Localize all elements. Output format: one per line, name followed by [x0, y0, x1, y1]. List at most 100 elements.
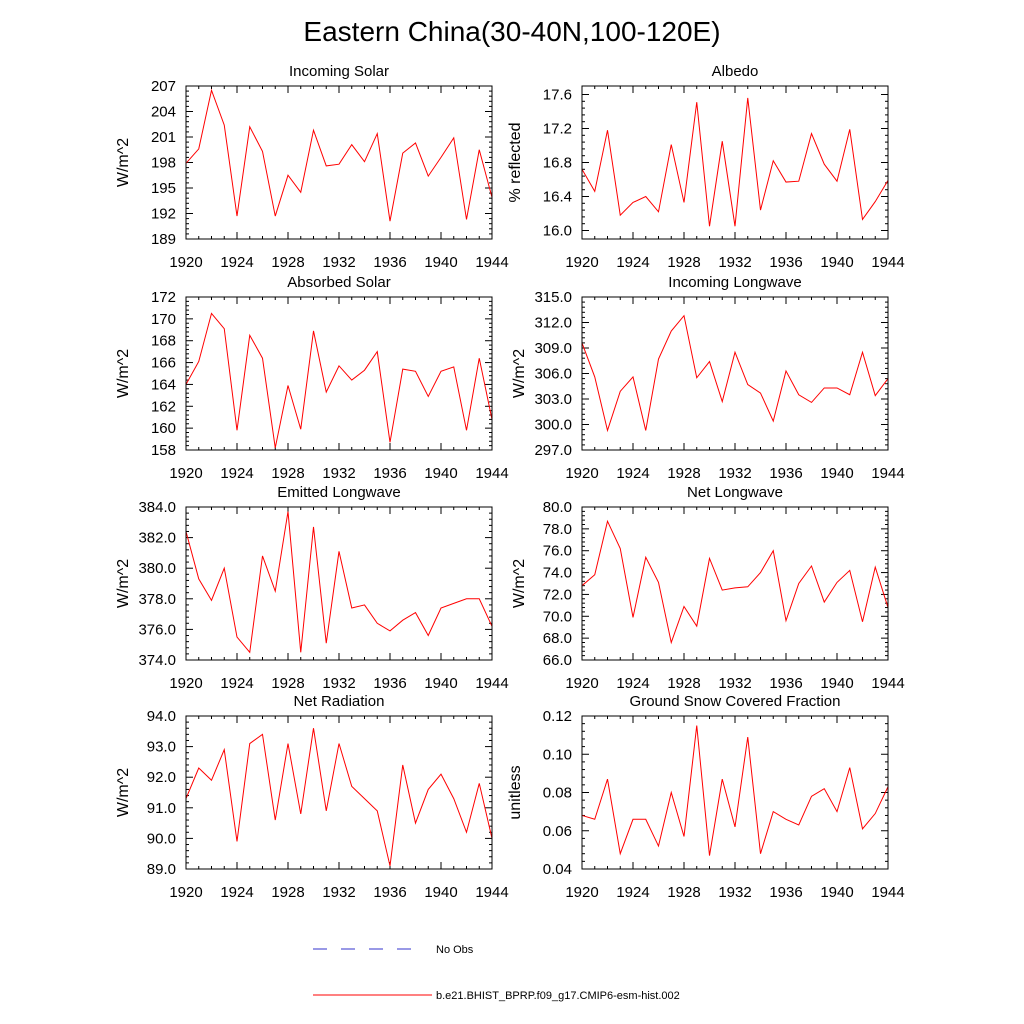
x-tick-label: 1940: [424, 465, 457, 482]
x-tick-label: 1940: [820, 884, 853, 901]
data-series-line: [581, 97, 889, 227]
x-tick-label: 1944: [871, 254, 904, 271]
x-tick-label: 1936: [373, 254, 406, 271]
x-tick-label: 1928: [271, 254, 304, 271]
x-tick-label: 1920: [169, 254, 202, 271]
plot-frame: [581, 85, 889, 240]
y-tick-label: 94.0: [147, 708, 176, 725]
panel-title: Incoming Longwave: [668, 274, 801, 291]
data-series-line: [185, 312, 493, 448]
y-tick-label: 0.06: [543, 823, 572, 840]
y-tick-label: 384.0: [138, 499, 176, 516]
data-series-line: [185, 511, 493, 654]
y-tick-label: 17.6: [543, 87, 572, 104]
y-tick-label: 76.0: [543, 543, 572, 560]
y-tick-label: 0.10: [543, 746, 572, 763]
x-tick-label: 1936: [769, 465, 802, 482]
y-tick-label: 168: [151, 333, 176, 350]
panel-title: Absorbed Solar: [287, 274, 390, 291]
x-tick-label: 1944: [475, 884, 508, 901]
x-tick-label: 1928: [271, 675, 304, 692]
legend: No Obs b.e21.BHIST_BPRP.f09_g17.CMIP6-es…: [313, 944, 680, 1002]
panel-title: Emitted Longwave: [277, 484, 400, 501]
y-tick-label: 204: [151, 104, 176, 121]
x-tick-label: 1944: [475, 675, 508, 692]
y-tick-label: 66.0: [543, 652, 572, 669]
x-tick-label: 1920: [565, 254, 598, 271]
y-tick-label: 164: [151, 376, 176, 393]
y-tick-label: 160: [151, 420, 176, 437]
y-tick-label: 16.0: [543, 223, 572, 240]
chart-panel-8: Ground Snow Covered Fraction unitless 1920…: [507, 693, 905, 901]
x-tick-label: 1920: [565, 465, 598, 482]
panels: Incoming Solar W/m^2 1920 1924 1928 1932 1936 1…: [115, 63, 905, 901]
x-tick-label: 1920: [565, 675, 598, 692]
plot-frame: [185, 506, 493, 661]
data-series-line: [185, 88, 493, 222]
plot-frame: [581, 506, 889, 661]
x-tick-label: 1928: [667, 884, 700, 901]
y-tick-label: 78.0: [543, 521, 572, 538]
data-series-line: [581, 725, 889, 856]
x-tick-label: 1928: [271, 465, 304, 482]
y-tick-label: 207: [151, 78, 176, 95]
x-tick-label: 1924: [616, 465, 649, 482]
x-tick-label: 1936: [769, 884, 802, 901]
x-tick-label: 1936: [373, 884, 406, 901]
data-series-line: [185, 728, 493, 867]
chart-panel-5: Emitted Longwave W/m^2 1920 1924 1928 1932 193…: [115, 484, 509, 692]
y-tick-label: 16.8: [543, 155, 572, 172]
y-axis-label: W/m^2: [115, 768, 132, 817]
y-tick-label: 72.0: [543, 586, 572, 603]
y-tick-label: 189: [151, 231, 176, 248]
x-tick-label: 1944: [475, 465, 508, 482]
plot-frame: [185, 296, 493, 451]
y-tick-label: 68.0: [543, 630, 572, 647]
panel-title: Net Longwave: [687, 484, 783, 501]
plot-frame: [581, 715, 889, 870]
chart-panel-2: Albedo % reflected 1920 1924 1928 1932 1936 194…: [507, 63, 905, 271]
y-tick-label: 80.0: [543, 499, 572, 516]
x-tick-label: 1928: [271, 884, 304, 901]
y-tick-label: 382.0: [138, 530, 176, 547]
x-tick-label: 1920: [565, 884, 598, 901]
x-tick-label: 1932: [718, 254, 751, 271]
x-tick-label: 1920: [169, 675, 202, 692]
x-tick-label: 1924: [616, 884, 649, 901]
plot-frame: [185, 85, 493, 240]
y-axis-label: W/m^2: [115, 349, 132, 398]
y-tick-label: 166: [151, 355, 176, 372]
y-tick-label: 74.0: [543, 565, 572, 582]
x-tick-label: 1924: [616, 254, 649, 271]
chart-panel-6: Net Longwave W/m^2 1920 1924 1928 1932 1936 194…: [511, 484, 905, 692]
x-tick-label: 1936: [373, 465, 406, 482]
x-tick-label: 1940: [424, 884, 457, 901]
y-tick-label: 297.0: [534, 442, 572, 459]
y-axis-label: W/m^2: [115, 138, 132, 187]
y-tick-label: 93.0: [147, 739, 176, 756]
y-tick-label: 89.0: [147, 861, 176, 878]
y-tick-label: 0.08: [543, 785, 572, 802]
figure-title: Eastern China(30-40N,100-120E): [303, 16, 720, 47]
x-tick-label: 1928: [667, 465, 700, 482]
x-tick-label: 1932: [718, 675, 751, 692]
plot-frame: [185, 715, 493, 870]
legend-obs-label: No Obs: [436, 944, 474, 956]
y-tick-label: 198: [151, 155, 176, 172]
y-tick-label: 376.0: [138, 621, 176, 638]
x-tick-label: 1924: [220, 465, 253, 482]
y-tick-label: 170: [151, 311, 176, 328]
legend-model-label: b.e21.BHIST_BPRP.f09_g17.CMIP6-esm-hist.…: [436, 990, 680, 1002]
chart-panel-3: Absorbed Solar W/m^2 1920 1924 1928 1932 1936 1…: [115, 274, 509, 482]
y-tick-label: 201: [151, 129, 176, 146]
y-tick-label: 312.0: [534, 315, 572, 332]
y-axis-label: W/m^2: [511, 349, 528, 398]
x-tick-label: 1936: [769, 254, 802, 271]
y-tick-label: 70.0: [543, 608, 572, 625]
chart-panel-7: Net Radiation W/m^2 1920 1924 1928 1932 1936 19…: [115, 693, 509, 901]
y-tick-label: 378.0: [138, 591, 176, 608]
y-tick-label: 0.12: [543, 708, 572, 725]
x-tick-label: 1920: [169, 465, 202, 482]
panel-title: Albedo: [712, 63, 759, 80]
